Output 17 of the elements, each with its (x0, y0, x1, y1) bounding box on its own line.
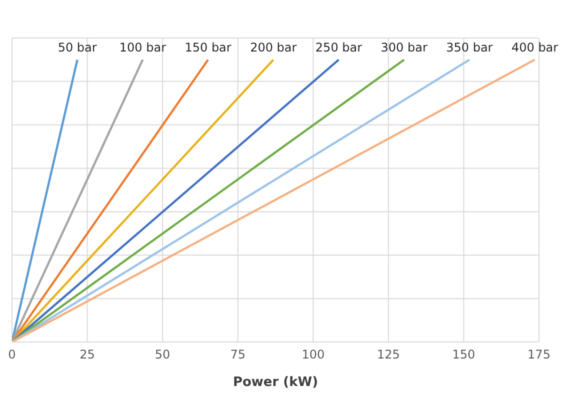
x-tick-label: 50 (154, 348, 170, 362)
series-label: 300 bar (380, 40, 428, 55)
series-label: 100 bar (119, 40, 166, 55)
series-label: 350 bar (446, 40, 493, 55)
series-label: 50 bar (58, 40, 97, 55)
x-axis-title: Power (kW) (232, 375, 318, 390)
x-tick-label: 75 (230, 348, 246, 362)
x-tick-label: 125 (376, 348, 400, 362)
series-label: 250 bar (315, 40, 362, 55)
series-label: 200 bar (250, 40, 297, 55)
x-tick-label: 175 (528, 348, 550, 362)
x-tick-label: 0 (8, 348, 16, 362)
series-label: 150 bar (184, 40, 232, 55)
series-label: 400 bar (511, 40, 558, 55)
x-tick-label: 25 (80, 348, 95, 362)
x-tick-label: 100 (302, 348, 325, 362)
x-tick-label: 150 (452, 348, 476, 362)
